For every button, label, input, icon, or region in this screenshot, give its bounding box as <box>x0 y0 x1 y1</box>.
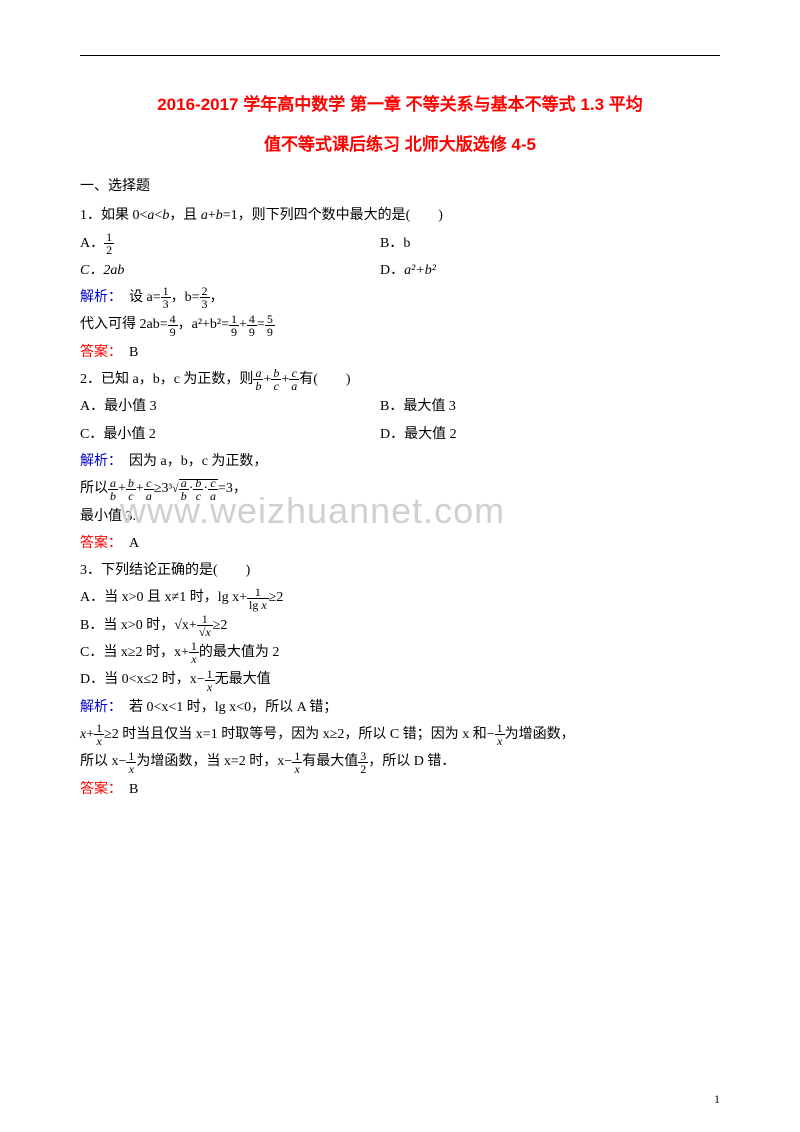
page-number: 1 <box>714 1092 720 1107</box>
q2-options-row2: C．最小值 2 D．最大值 2 <box>80 421 720 448</box>
q2-answer: 答案： A <box>80 530 720 557</box>
q3-stem: 3．下列结论正确的是( ) <box>80 557 720 584</box>
q3-answer: 答案： B <box>80 776 720 803</box>
q1-explain: 解析： 设 a=13，b=23， <box>80 284 720 311</box>
q2-stem: 2．已知 a，b，c 为正数，则ab+bc+ca有( ) <box>80 366 720 393</box>
title-line-1: 2016-2017 学年高中数学 第一章 不等关系与基本不等式 1.3 平均 <box>80 90 720 115</box>
section-heading: 一、选择题 <box>80 173 720 200</box>
q2-explain: 解析： 因为 a，b，c 为正数， <box>80 448 720 475</box>
q3-explain: 解析： 若 0<x<1 时，lg x<0，所以 A 错； <box>80 694 720 721</box>
q2-explain-line2: 所以ab+bc+ca≥3³√ab·bc·ca=3， <box>80 475 720 502</box>
q2-explain-line3: 最小值 3. <box>80 503 720 530</box>
q3-optB: B．当 x>0 时，√x+1√x≥2 <box>80 612 720 639</box>
q3-explain-line2: x+1x≥2 时当且仅当 x=1 时取等号，因为 x≥2，所以 C 错；因为 x… <box>80 721 720 748</box>
document-page: 2016-2017 学年高中数学 第一章 不等关系与基本不等式 1.3 平均 值… <box>0 0 800 843</box>
q1-answer: 答案： B <box>80 339 720 366</box>
q3-optD: D．当 0<x≤2 时，x−1x无最大值 <box>80 666 720 693</box>
q1-options-row1: A．12 B．b <box>80 230 720 257</box>
q1-stem: 1．如果 0<a<b，且 a+b=1，则下列四个数中最大的是( ) <box>80 202 720 229</box>
q3-optC: C．当 x≥2 时，x+1x的最大值为 2 <box>80 639 720 666</box>
q3-optA: A．当 x>0 且 x≠1 时，lg x+1lg x≥2 <box>80 584 720 611</box>
q1-options-row2: C．2ab D．a²+b² <box>80 257 720 284</box>
q1-explain-line2: 代入可得 2ab=49，a²+b²=19+49=59 <box>80 311 720 338</box>
title-line-2: 值不等式课后练习 北师大版选修 4-5 <box>80 130 720 155</box>
header-rule <box>80 55 720 56</box>
q3-explain-line3: 所以 x−1x为增函数，当 x=2 时，x−1x有最大值32，所以 D 错． <box>80 748 720 775</box>
q2-options-row1: A．最小值 3 B．最大值 3 <box>80 393 720 420</box>
